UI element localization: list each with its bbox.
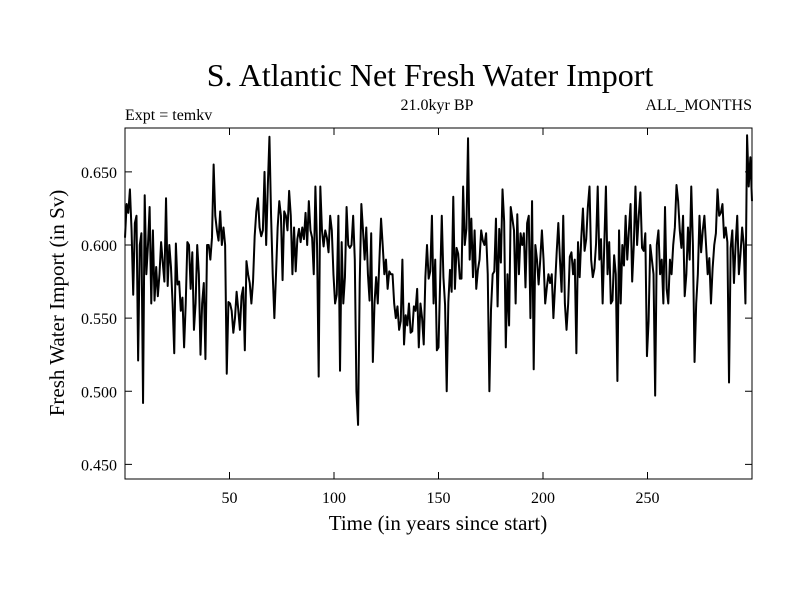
fresh-water-series-line [124,134,753,426]
x-axis-label: Time (in years since start) [329,511,548,535]
chart-title: S. Atlantic Net Fresh Water Import [207,57,654,93]
experiment-label: Expt = temkv [125,107,212,124]
y-tick-label: 0.450 [81,457,117,474]
x-axis: 50 100 150 200 250 [222,128,660,507]
y-tick-label: 0.600 [81,238,117,255]
x-tick-label: 200 [531,490,555,507]
months-label: ALL_MONTHS [645,97,752,114]
chart-subtitle: 21.0kyr BP [401,97,474,114]
y-tick-label: 0.550 [81,311,117,328]
x-tick-label: 50 [222,490,238,507]
y-tick-label: 0.650 [81,165,117,182]
y-tick-label: 0.500 [81,384,117,401]
x-tick-label: 100 [322,490,346,507]
y-axis-label: Fresh Water Import (in Sv) [45,190,69,417]
plot-frame [124,127,753,480]
x-tick-label: 250 [636,490,660,507]
y-axis: 0.450 0.500 0.550 0.600 0.650 [81,165,752,474]
x-tick-label: 150 [427,490,451,507]
